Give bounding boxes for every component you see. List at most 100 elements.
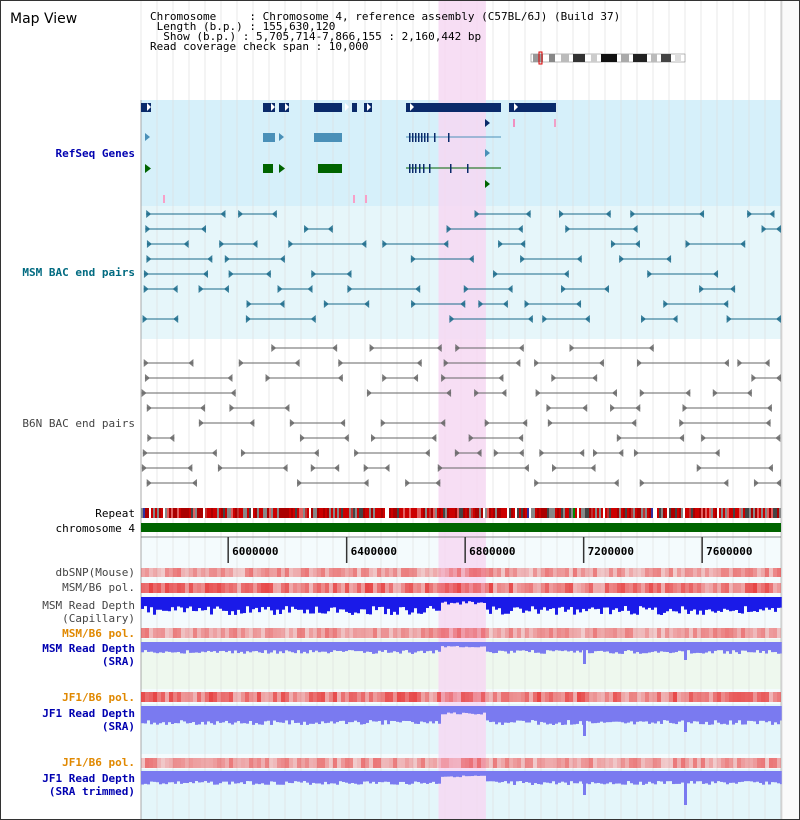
- msm-depth-capillary-bar: [426, 597, 429, 609]
- jf1-depth-sra-bar: [501, 706, 504, 725]
- jf1-pol2-heat: [757, 758, 761, 768]
- b6n-bac-pair-end: [297, 479, 303, 487]
- repeat-segment: [565, 508, 567, 518]
- msm-pol-heat: [249, 583, 253, 593]
- b6n-bac-pair-end: [764, 359, 770, 367]
- jf1-depth-sra-bar: [708, 706, 711, 725]
- repeat-segment: [245, 508, 247, 518]
- msm-pol2-heat: [525, 628, 529, 638]
- b6n-bac-pair-end: [714, 449, 720, 457]
- b6n-bac-pair-end: [493, 449, 499, 457]
- msm-pol2-heat: [221, 628, 225, 638]
- msm-pol-heat: [213, 583, 217, 593]
- jf1-pol-heat: [677, 692, 681, 702]
- jf1-depth-trim-bar: [711, 771, 714, 782]
- b6n-bac-pair-end: [227, 374, 233, 382]
- repeat-segment: [231, 508, 233, 518]
- jf1-depth-sra-bar: [528, 706, 531, 723]
- msm-pol-heat: [341, 583, 345, 593]
- jf1-depth-trim-bar: [696, 771, 699, 782]
- msm-depth-sra-bar: [777, 642, 780, 654]
- jf1-depth-trim-bar: [645, 771, 648, 784]
- msm-depth-capillary-bar: [669, 597, 672, 609]
- jf1-pol2-heat: [165, 758, 169, 768]
- repeat-segment: [395, 508, 397, 518]
- repeat-segment: [433, 508, 435, 518]
- msm-bac-pair-end: [468, 255, 474, 263]
- jf1-pol2-heat: [685, 758, 689, 768]
- repeat-segment: [377, 508, 379, 518]
- msm-depth-capillary-bar: [402, 597, 405, 608]
- transcript-arrow: [145, 164, 151, 173]
- jf1-pol-heat: [441, 692, 445, 702]
- msm-depth-capillary-bar: [441, 597, 444, 603]
- track-label-repeat: Repeat: [95, 507, 135, 520]
- msm-depth-capillary-bar: [621, 597, 624, 611]
- msm-depth-sra-bar: [669, 642, 672, 654]
- jf1-depth-trim-bar: [558, 771, 561, 783]
- jf1-depth-sra-bar: [747, 706, 750, 721]
- jf1-pol-heat: [445, 692, 449, 702]
- msm-depth-capillary-bar: [663, 597, 666, 613]
- msm-depth-sra-bar: [492, 642, 495, 654]
- msm-pol2-heat: [709, 628, 713, 638]
- msm-depth-capillary-bar: [183, 597, 186, 613]
- msm-depth-capillary-bar: [162, 597, 165, 611]
- jf1-depth-trim-bar: [363, 771, 366, 782]
- jf1-depth-sra-bar: [192, 706, 195, 723]
- msm-bac-pair-end: [610, 240, 616, 248]
- gene-strand-arrow: [271, 103, 275, 111]
- repeat-segment: [687, 508, 689, 518]
- msm-depth-sra-bar: [711, 642, 714, 654]
- repeat-segment: [703, 508, 705, 518]
- msm-pol-heat: [473, 583, 477, 593]
- msm-depth-sra-bar: [393, 642, 396, 652]
- jf1-pol2-heat: [625, 758, 629, 768]
- msm-depth-capillary-bar: [156, 597, 159, 610]
- msm-pol-heat: [565, 583, 569, 593]
- msm-depth-sra-bar: [378, 642, 381, 651]
- dbsnp-heat: [317, 568, 321, 577]
- gene-marker: [554, 119, 556, 127]
- jf1-pol2-heat: [521, 758, 525, 768]
- chromosome-ideogram[interactable]: [529, 51, 687, 65]
- msm-pol2-heat: [281, 628, 285, 638]
- jf1-depth-trim-bar: [441, 771, 444, 777]
- jf1-depth-sra-bar: [198, 706, 201, 725]
- msm-depth-sra-bar-spike: [684, 642, 687, 660]
- msm-bac-pair-end: [776, 315, 781, 323]
- msm-depth-sra-bar: [315, 642, 318, 651]
- jf1-depth-sra-bar: [144, 706, 147, 724]
- repeat-segment: [171, 508, 173, 518]
- dbsnp-heat: [209, 568, 213, 577]
- b6n-bac-pair-end: [200, 404, 206, 412]
- dbsnp-heat: [261, 568, 265, 577]
- jf1-depth-trim-bar: [177, 771, 180, 782]
- msm-depth-capillary-bar: [579, 597, 582, 613]
- msm-depth-sra-bar: [249, 642, 252, 653]
- repeat-segment: [209, 508, 211, 518]
- msm-pol-heat: [169, 583, 173, 593]
- jf1-pol-heat: [513, 692, 517, 702]
- repeat-segment: [643, 508, 645, 518]
- jf1-pol-heat: [657, 692, 661, 702]
- b6n-bac-pair-end: [334, 464, 340, 472]
- msm-depth-sra-bar: [474, 642, 477, 648]
- jf1-depth-trim-bar: [564, 771, 567, 783]
- repeat-segment: [539, 508, 541, 518]
- msm-pol-heat: [165, 583, 169, 593]
- dbsnp-heat: [585, 568, 589, 577]
- jf1-depth-trim-bar: [240, 771, 243, 783]
- jf1-depth-trim-bar: [210, 771, 213, 782]
- repeat-segment: [479, 508, 481, 518]
- repeat-segment: [145, 508, 147, 518]
- msm-depth-capillary-bar: [561, 597, 564, 607]
- jf1-pol2-heat: [377, 758, 381, 768]
- msm-depth-sra-bar: [675, 642, 678, 653]
- msm-depth-sra-bar: [309, 642, 312, 651]
- repeat-segment: [363, 508, 365, 518]
- jf1-depth-sra-bar: [687, 706, 690, 723]
- msm-depth-capillary-bar: [537, 597, 540, 614]
- msm-pol2-heat: [721, 628, 725, 638]
